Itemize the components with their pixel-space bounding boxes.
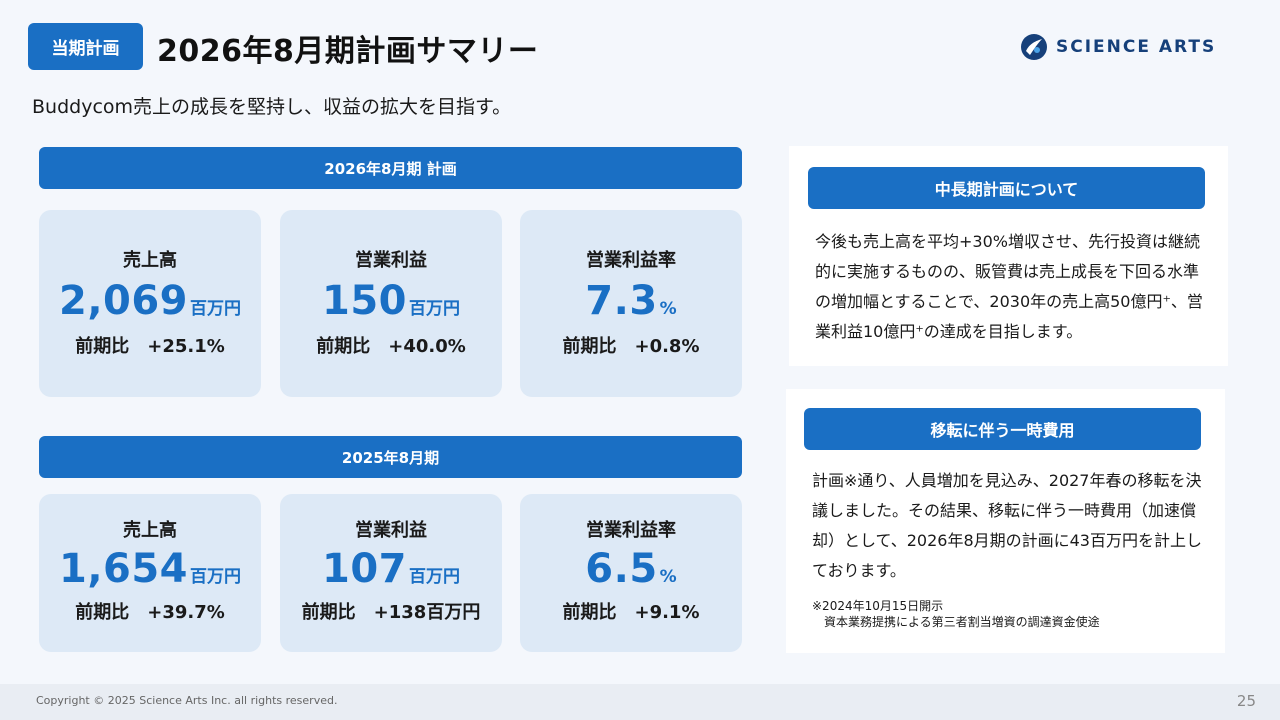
prior-card-operating-profit: 営業利益 107 百万円 前期比 +138百万円	[280, 494, 502, 652]
card-unit: 百万円	[190, 567, 242, 587]
page-title: 2026年8月期計画サマリー	[157, 34, 539, 69]
card-unit: %	[659, 567, 677, 587]
footer: Copyright © 2025 Science Arts Inc. all r…	[0, 684, 1280, 720]
subtitle: Buddycom売上の成長を堅持し、収益の拡大を目指す。	[32, 96, 512, 118]
copyright-text: Copyright © 2025 Science Arts Inc. all r…	[36, 694, 338, 707]
relocation-panel: 移転に伴う一時費用 計画※通り、人員増加を見込み、2027年春の移転を決議しまし…	[786, 389, 1225, 653]
card-label: 営業利益	[355, 520, 427, 541]
section-badge: 当期計画	[28, 23, 143, 70]
card-label: 営業利益率	[586, 520, 676, 541]
card-value: 7.3	[585, 278, 658, 324]
card-value: 1,654	[58, 546, 189, 592]
card-unit: 百万円	[409, 567, 460, 587]
plan-card-revenue: 売上高 2,069 百万円 前期比 +25.1%	[39, 210, 261, 397]
card-label: 営業利益	[355, 250, 427, 271]
plan-section-header: 2026年8月期 計画	[39, 147, 742, 189]
card-value: 107	[322, 546, 407, 592]
logo-text: Science Arts	[1056, 37, 1217, 57]
card-label: 売上高	[123, 520, 177, 541]
card-compare: 前期比 +138百万円	[301, 602, 481, 623]
prior-card-operating-margin: 営業利益率 6.5 % 前期比 +9.1%	[520, 494, 742, 652]
card-compare: 前期比 +25.1%	[75, 336, 225, 357]
card-label: 売上高	[123, 250, 177, 271]
relocation-panel-note: ※2024年10月15日開示 資本業務提携による第三者割当増資の調達資金使途	[812, 599, 1100, 629]
card-unit: 百万円	[190, 299, 242, 319]
midterm-panel-text: 今後も売上高を平均+30%増収させ、先行投資は継続的に実施するものの、販管費は売…	[815, 232, 1203, 341]
card-label: 営業利益率	[586, 250, 676, 271]
company-logo: Science Arts	[1020, 32, 1216, 62]
relocation-panel-text: 計画※通り、人員増加を見込み、2027年春の移転を決議しました。その結果、移転に…	[812, 471, 1202, 580]
midterm-panel: 中長期計画について 今後も売上高を平均+30%増収させ、先行投資は継続的に実施す…	[789, 146, 1228, 366]
prior-section-header: 2025年8月期	[39, 436, 742, 478]
card-unit: %	[659, 299, 677, 319]
card-compare: 前期比 +0.8%	[562, 336, 700, 357]
midterm-panel-title: 中長期計画について	[808, 167, 1205, 209]
card-unit: 百万円	[409, 299, 460, 319]
card-value: 6.5	[585, 546, 658, 592]
prior-card-revenue: 売上高 1,654 百万円 前期比 +39.7%	[39, 494, 261, 652]
plan-card-operating-margin: 営業利益率 7.3 % 前期比 +0.8%	[520, 210, 742, 397]
card-compare: 前期比 +9.1%	[562, 602, 700, 623]
science-arts-logo-icon	[1021, 34, 1047, 60]
card-compare: 前期比 +40.0%	[316, 336, 466, 357]
page-number: 25	[1236, 692, 1256, 710]
card-compare: 前期比 +39.7%	[75, 602, 225, 623]
card-value: 150	[322, 278, 407, 324]
plan-card-operating-profit: 営業利益 150 百万円 前期比 +40.0%	[280, 210, 502, 397]
card-value: 2,069	[58, 278, 189, 324]
relocation-panel-title: 移転に伴う一時費用	[804, 408, 1201, 450]
